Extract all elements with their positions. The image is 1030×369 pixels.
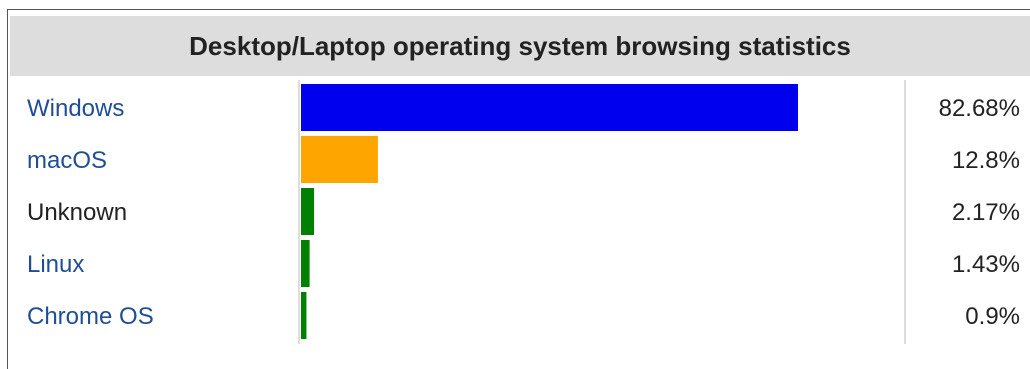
category-label-linux[interactable]: Linux	[27, 251, 84, 278]
value-label-windows: 82.68%	[939, 95, 1020, 122]
bar-unknown	[301, 188, 315, 235]
category-label-unknown: Unknown	[27, 199, 127, 226]
bars-layer	[301, 84, 798, 339]
bar-linux	[301, 240, 310, 287]
chart-title: Desktop/Laptop operating system browsing…	[189, 30, 851, 61]
bar-windows	[301, 84, 798, 131]
value-label-unknown: 2.17%	[952, 199, 1020, 226]
value-label-linux: 1.43%	[952, 251, 1020, 278]
category-labels-layer: Windows macOS Unknown Linux Chrome OS	[27, 95, 154, 330]
bar-macos	[301, 136, 378, 183]
value-label-macos: 12.8%	[952, 147, 1020, 174]
value-label-chrome-os: 0.9%	[965, 303, 1020, 330]
chart-title-bar: Desktop/Laptop operating system browsing…	[10, 16, 1030, 76]
value-labels-layer: 82.68% 12.8% 2.17% 1.43% 0.9%	[939, 95, 1020, 330]
category-label-windows[interactable]: Windows	[27, 95, 124, 122]
bar-chrome-os	[301, 292, 307, 339]
category-label-chrome-os[interactable]: Chrome OS	[27, 303, 154, 330]
category-label-macos[interactable]: macOS	[27, 147, 107, 174]
